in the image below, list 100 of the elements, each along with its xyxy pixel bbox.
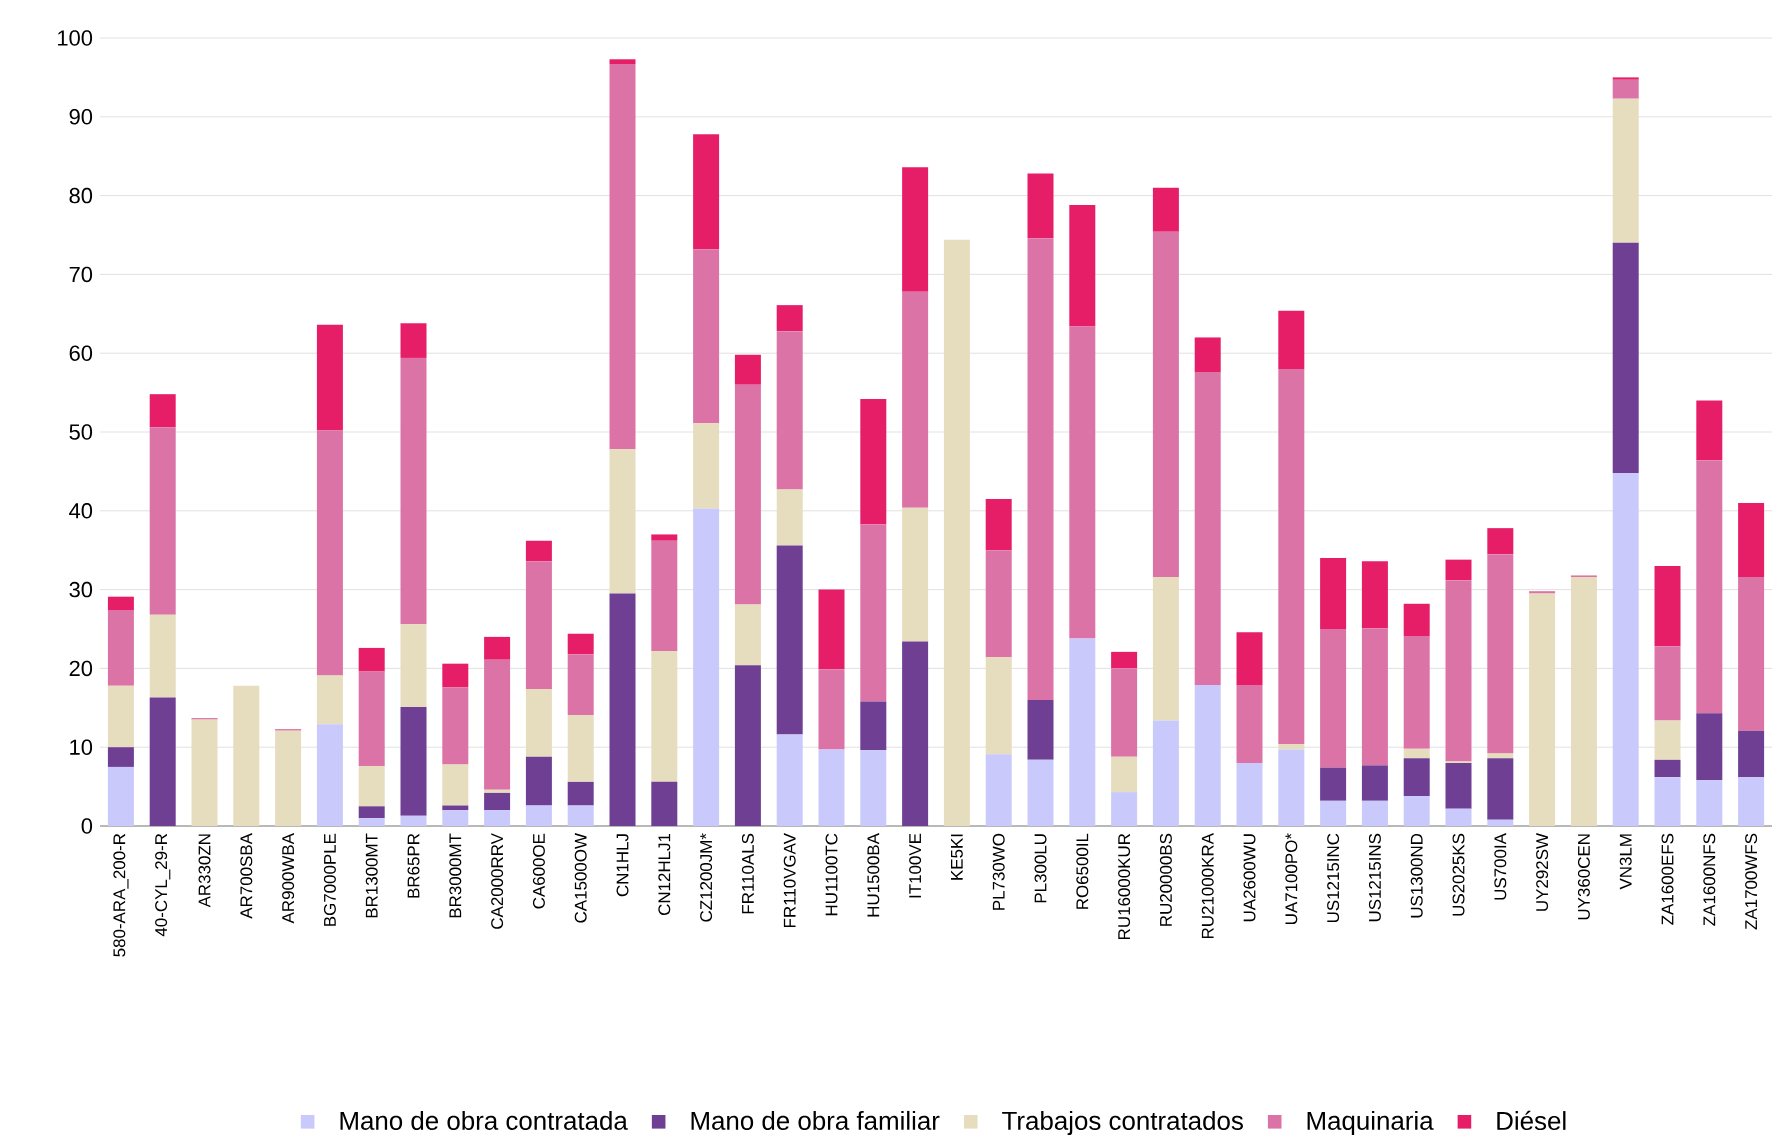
bar <box>985 499 1012 551</box>
x-tick-label: CZ1200JM* <box>700 833 713 922</box>
bar <box>1152 231 1179 578</box>
bar <box>693 508 720 827</box>
bar <box>1152 187 1179 232</box>
bar <box>316 675 343 725</box>
bar <box>525 540 552 562</box>
x-tick-label: CN1HLJ <box>616 834 629 897</box>
bar <box>1487 758 1514 820</box>
bar <box>1487 819 1514 827</box>
bar <box>902 291 929 508</box>
bar <box>1445 580 1472 762</box>
bar <box>1403 748 1430 759</box>
x-tick-label: BG7000PLE <box>323 833 336 926</box>
bar <box>1361 628 1388 766</box>
bar <box>1445 559 1472 581</box>
bar <box>358 806 385 819</box>
bar <box>567 781 594 806</box>
bar <box>484 636 511 660</box>
bar <box>1278 749 1305 827</box>
bar <box>860 750 887 827</box>
x-tick-label: ZA1700WFS <box>1745 833 1758 930</box>
legend-label: Mano de obra familiar <box>691 1111 940 1131</box>
bar <box>943 239 970 827</box>
x-tick-label: US1300ND <box>1410 833 1423 918</box>
bar <box>442 764 469 806</box>
bar <box>693 249 720 424</box>
bar <box>1194 372 1221 686</box>
bar <box>734 665 761 827</box>
bar <box>567 654 594 715</box>
bar <box>1487 528 1514 555</box>
x-tick-label: FR110ALS <box>741 833 754 914</box>
bar <box>1111 668 1138 757</box>
bar <box>1403 603 1430 637</box>
bar <box>149 427 176 615</box>
bar <box>484 810 511 827</box>
bar <box>1612 473 1639 827</box>
bar <box>1696 460 1723 714</box>
bar <box>1654 720 1681 760</box>
legend-label: Mano de obra contratada <box>340 1111 628 1131</box>
bar <box>1529 593 1556 827</box>
bar <box>107 685 134 748</box>
bar <box>651 651 678 782</box>
bar <box>734 354 761 385</box>
bar <box>1194 685 1221 827</box>
x-tick-label: UA2600WU <box>1243 834 1256 922</box>
x-tick-label: BR1300MT <box>365 833 378 918</box>
bar <box>1027 238 1054 701</box>
x-tick-label: US1215INC <box>1327 833 1340 923</box>
bar <box>149 614 176 698</box>
bar <box>1654 777 1681 827</box>
x-tick-label: UY292SW <box>1536 833 1549 911</box>
bar <box>1738 730 1765 778</box>
bar <box>1612 98 1639 243</box>
y-tick-label: 20 <box>69 660 93 677</box>
bar <box>442 687 469 765</box>
bar <box>1027 700 1054 760</box>
bar <box>1403 796 1430 827</box>
bar <box>818 589 845 670</box>
bar <box>860 524 887 702</box>
bar <box>734 384 761 605</box>
x-tick-label: CA600OE <box>532 833 545 909</box>
bar <box>316 430 343 676</box>
x-tick-label: UY360CEN <box>1577 834 1590 920</box>
bar <box>1320 629 1347 768</box>
bar <box>1278 310 1305 370</box>
bar <box>525 561 552 689</box>
bar <box>149 697 176 827</box>
bar <box>1111 756 1138 793</box>
bar <box>1194 337 1221 373</box>
bar <box>525 688 552 757</box>
bar <box>651 540 678 652</box>
bar <box>818 749 845 827</box>
y-tick-label: 90 <box>69 109 93 125</box>
bar <box>609 64 636 450</box>
bar <box>233 685 260 827</box>
bar <box>776 489 803 546</box>
bar <box>1654 566 1681 647</box>
bar <box>1361 800 1388 827</box>
bar <box>358 648 385 672</box>
bar <box>860 399 887 525</box>
x-tick-label: PL300LU <box>1034 834 1047 903</box>
bar <box>1236 685 1263 764</box>
bar <box>1152 720 1179 827</box>
bar <box>1278 744 1305 750</box>
bar <box>985 550 1012 658</box>
bar <box>1320 558 1347 630</box>
y-tick-label: 100 <box>58 30 93 46</box>
x-tick-label: ZA1600NFS <box>1703 833 1716 926</box>
x-tick-label: BR65PR <box>407 833 420 898</box>
bar <box>985 657 1012 755</box>
bar <box>1361 561 1388 629</box>
x-tick-label: CA1500OW <box>574 833 587 923</box>
x-tick-label: CN12HLJ1 <box>658 833 671 916</box>
bar <box>107 596 134 611</box>
bar <box>442 663 469 688</box>
legend-label: Maquinaria <box>1307 1111 1434 1136</box>
x-tick-label: PL730WO <box>992 833 1005 910</box>
x-tick-label: BR3000MT <box>449 833 462 918</box>
x-tick-label: RU20000BS <box>1159 833 1172 926</box>
